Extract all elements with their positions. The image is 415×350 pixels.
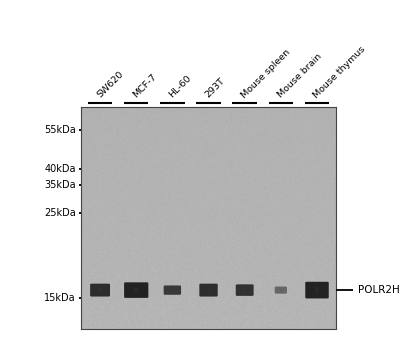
Text: Mouse thymus: Mouse thymus [312, 44, 367, 100]
FancyBboxPatch shape [164, 286, 181, 295]
FancyBboxPatch shape [236, 284, 254, 296]
Text: 293T: 293T [203, 77, 227, 100]
FancyBboxPatch shape [98, 288, 102, 292]
Text: 40kDa: 40kDa [44, 164, 76, 174]
Text: 15kDa: 15kDa [44, 293, 76, 303]
FancyBboxPatch shape [275, 287, 287, 294]
FancyBboxPatch shape [207, 288, 210, 292]
Text: Mouse spleen: Mouse spleen [239, 47, 292, 100]
FancyBboxPatch shape [243, 288, 247, 292]
FancyBboxPatch shape [134, 287, 138, 293]
Text: Mouse brain: Mouse brain [276, 52, 323, 100]
FancyBboxPatch shape [124, 282, 148, 298]
FancyBboxPatch shape [171, 288, 174, 292]
Text: 35kDa: 35kDa [44, 180, 76, 190]
Text: HL-60: HL-60 [167, 74, 193, 100]
FancyBboxPatch shape [90, 284, 110, 296]
Text: SW620: SW620 [95, 70, 125, 100]
Text: MCF-7: MCF-7 [131, 72, 159, 100]
FancyBboxPatch shape [199, 284, 218, 296]
Text: POLR2H: POLR2H [358, 285, 400, 295]
FancyBboxPatch shape [305, 282, 329, 299]
FancyBboxPatch shape [280, 289, 282, 292]
Text: 55kDa: 55kDa [44, 125, 76, 135]
Text: 25kDa: 25kDa [44, 209, 76, 218]
FancyBboxPatch shape [315, 287, 319, 293]
